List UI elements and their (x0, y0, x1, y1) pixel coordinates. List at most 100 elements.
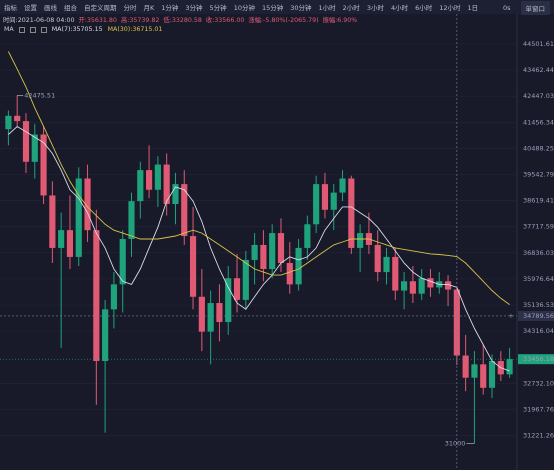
y-tick-label: 39542.79 (523, 170, 554, 178)
candle-body (339, 178, 346, 193)
period-button[interactable]: 分时 (123, 4, 137, 12)
y-tick-label: 40488.25 (523, 144, 554, 152)
candle-body (506, 359, 513, 375)
period-button[interactable]: 12小时 (439, 4, 461, 12)
candle-body (383, 256, 390, 273)
toolbar-right: 0s 单窗口 (503, 1, 550, 15)
period-button[interactable]: 1日 (467, 4, 479, 12)
tool-button[interactable]: 组合 (64, 4, 77, 12)
legend-entry: MA(30):36715.01 (107, 26, 163, 33)
crosshair-plus: + (508, 312, 513, 320)
candle-body (225, 278, 232, 323)
period-button[interactable]: 5分钟 (209, 4, 227, 12)
period-button[interactable]: 4小时 (390, 4, 409, 12)
candle-body (313, 184, 320, 225)
candle-body (304, 224, 311, 248)
period-button[interactable]: 6小时 (415, 4, 433, 12)
candle-body (392, 256, 399, 291)
candle-body (348, 178, 355, 248)
candle-body (330, 192, 337, 210)
high-label: 42475.51 (24, 91, 55, 99)
info-field: 振幅:6.90% (322, 17, 358, 24)
info-field: 时间:2021-06-08 04:00 (3, 17, 75, 24)
candle-body (321, 184, 329, 210)
y-tick-label: 44501.61 (523, 40, 554, 48)
candle-body (251, 244, 258, 260)
candle-body (286, 262, 293, 285)
crosshair-label: 34789.56 (523, 312, 554, 320)
info-row: 时间:2021-06-08 04:00 开:35631.80 高:35739.82 低… (3, 15, 357, 24)
countdown: 0s (502, 4, 511, 12)
candle-body (269, 233, 276, 270)
low-label: 31000 (445, 439, 466, 447)
period-button[interactable]: 30分钟 (290, 4, 312, 12)
info-field: 低:33280.58 (163, 17, 202, 24)
icon[interactable] (29, 26, 36, 33)
candle-body (444, 281, 452, 290)
legend-entry: MA(7):35705.15 (51, 26, 103, 33)
ma-line (8, 125, 510, 372)
candle-body (242, 259, 249, 300)
candle-body (172, 184, 179, 205)
candle-body (75, 178, 82, 257)
y-tick-label: 35136.53 (523, 301, 554, 309)
ma-line (7, 51, 510, 305)
y-tick-label: 31967.76 (523, 405, 554, 413)
candle-body (119, 239, 126, 285)
candle-body (93, 230, 100, 362)
candle-body (418, 278, 425, 294)
y-tick-label: 43462.44 (523, 66, 554, 74)
indicator-name: MA (4, 26, 14, 33)
period-button[interactable]: 1小时 (318, 4, 336, 12)
y-tick-label: 42447.03 (523, 92, 554, 100)
icon[interactable] (40, 26, 47, 33)
candle-body (277, 233, 285, 263)
candle-body (110, 284, 117, 310)
window-button[interactable]: 单窗口 (520, 1, 550, 15)
period-button[interactable]: 3小时 (366, 4, 384, 12)
period-button[interactable]: 15分钟 (261, 4, 284, 12)
tool-button[interactable]: 指标 (4, 4, 17, 12)
period-button[interactable]: 1分钟 (161, 4, 179, 12)
last-price-label: 33456.18 (523, 355, 554, 363)
toolbar: 指标 设置 画线 组合 自定义周期 分时 月K 1分钟 3分钟 5分钟 10分钟 15分钟 30分钟 1小… (0, 0, 554, 14)
candle-body (49, 195, 56, 248)
y-tick-label: 41456.34 (523, 118, 554, 126)
icon[interactable] (18, 26, 25, 33)
period-button[interactable]: 2小时 (342, 4, 360, 12)
candle-body (374, 244, 381, 273)
indicator-row: MA MA(7):35705.15 MA(30):36715.01 (4, 26, 162, 33)
y-tick-label: 37717.59 (523, 223, 554, 231)
candle-body (233, 278, 241, 300)
tool-button[interactable]: 设置 (24, 4, 37, 12)
candle-body (5, 115, 12, 130)
candle-body (102, 309, 109, 362)
candle-body (189, 236, 197, 297)
last-price-bg (518, 354, 554, 365)
period-button[interactable]: 月K (143, 4, 155, 12)
info-field: 开:35631.80 (78, 17, 117, 24)
candle-body (260, 244, 267, 270)
candle-body (207, 303, 214, 332)
tool-button[interactable]: 画线 (44, 4, 57, 12)
candle-body (14, 115, 21, 122)
candle-body (216, 303, 223, 323)
period-button[interactable]: 自定义周期 (84, 4, 117, 12)
candle-body (128, 201, 135, 240)
candle-body (198, 296, 205, 332)
candle-body (295, 247, 302, 285)
y-tick-label: 32732.10 (523, 379, 554, 387)
info-field: 收:33566.00 (205, 17, 245, 24)
y-tick-label: 38619.41 (523, 197, 554, 205)
candle-body (137, 170, 144, 202)
candle-body (40, 134, 47, 196)
candle-body (357, 233, 364, 248)
candle-body (409, 281, 416, 294)
y-tick-label: 35976.64 (523, 275, 554, 283)
candle-body (471, 364, 478, 378)
candle-body (31, 134, 38, 162)
period-button[interactable]: 3分钟 (185, 4, 203, 12)
period-button[interactable]: 10分钟 (233, 4, 255, 12)
candle-body (480, 364, 487, 388)
